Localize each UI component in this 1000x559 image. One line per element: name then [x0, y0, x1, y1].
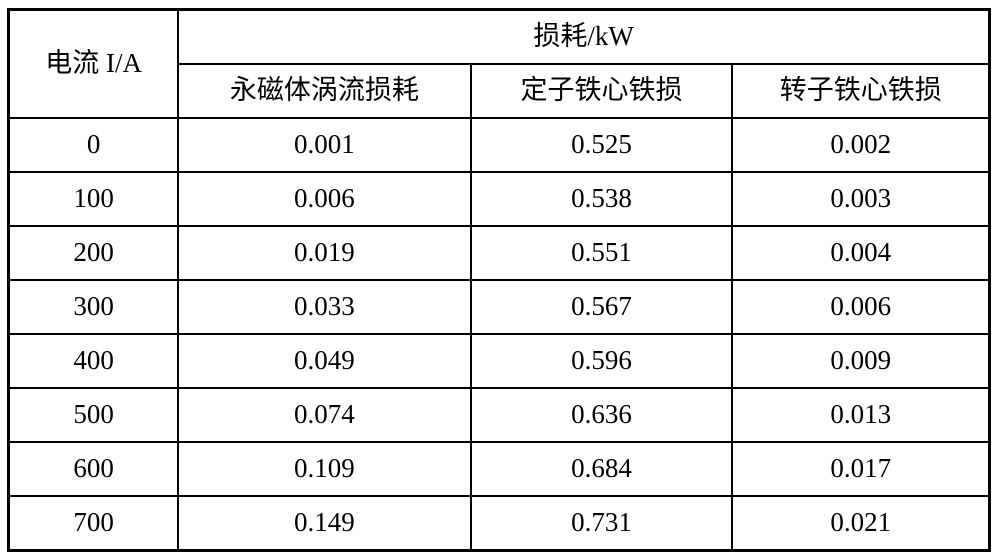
loss-value-cell: 0.684	[469, 441, 734, 498]
loss-value-cell: 0.001	[177, 116, 472, 173]
header-row-group: 电流 I/A 损耗/kW	[7, 8, 992, 119]
loss-value-cell: 0.017	[731, 441, 992, 498]
loss-value-cell: 0.021	[731, 495, 992, 553]
loss-table-body: 0 0.001 0.525 0.002 100 0.006 0.538 0.003 200 0.0…	[7, 116, 992, 553]
current-cell: 300	[7, 278, 180, 336]
table-row: 100 0.006 0.538 0.003	[7, 170, 992, 227]
loss-value-cell: 0.074	[177, 387, 472, 444]
loss-value-cell: 0.636	[469, 387, 734, 444]
loss-value-cell: 0.033	[177, 278, 472, 336]
table-row: 200 0.019 0.551 0.004	[7, 224, 992, 281]
table-row: 400 0.049 0.596 0.009	[7, 332, 992, 390]
current-cell: 100	[7, 170, 180, 227]
loss-table: 电流 I/A 损耗/kW 永磁体涡流损耗 定子铁心铁损 转子铁心铁损 0 0.00…	[7, 8, 992, 553]
loss-value-cell: 0.004	[731, 224, 992, 281]
current-cell: 0	[7, 116, 180, 173]
table-row: 300 0.033 0.567 0.006	[7, 278, 992, 336]
loss-value-cell: 0.006	[731, 278, 992, 336]
loss-value-cell: 0.003	[731, 170, 992, 227]
loss-value-cell: 0.596	[469, 332, 734, 390]
loss-value-cell: 0.013	[731, 387, 992, 444]
column-header-stator-iron-loss: 定子铁心铁损	[469, 62, 734, 119]
current-cell: 600	[7, 441, 180, 498]
loss-table-header: 电流 I/A 损耗/kW 永磁体涡流损耗 定子铁心铁损 转子铁心铁损	[7, 8, 992, 119]
loss-value-cell: 0.731	[469, 495, 734, 553]
table-row: 600 0.109 0.684 0.017	[7, 441, 992, 498]
current-cell: 700	[7, 495, 180, 553]
current-cell: 400	[7, 332, 180, 390]
table-row: 0 0.001 0.525 0.002	[7, 116, 992, 173]
current-cell: 200	[7, 224, 180, 281]
loss-value-cell: 0.009	[731, 332, 992, 390]
loss-value-cell: 0.149	[177, 495, 472, 553]
current-cell: 500	[7, 387, 180, 444]
column-header-magnet-eddy-loss: 永磁体涡流损耗	[177, 62, 472, 119]
column-header-rotor-iron-loss: 转子铁心铁损	[731, 62, 992, 119]
header-row-sub: 永磁体涡流损耗 定子铁心铁损 转子铁心铁损	[9, 62, 992, 119]
loss-value-cell: 0.109	[177, 441, 472, 498]
loss-value-cell: 0.049	[177, 332, 472, 390]
loss-value-cell: 0.006	[177, 170, 472, 227]
loss-value-cell: 0.567	[469, 278, 734, 336]
table-row: 700 0.149 0.731 0.021	[7, 495, 992, 553]
loss-group-header: 损耗/kW	[177, 8, 992, 65]
loss-value-cell: 0.538	[469, 170, 734, 227]
table-row: 500 0.074 0.636 0.013	[7, 387, 992, 444]
loss-value-cell: 0.525	[469, 116, 734, 173]
loss-value-cell: 0.019	[177, 224, 472, 281]
current-column-header: 电流 I/A	[7, 8, 180, 119]
loss-value-cell: 0.002	[731, 116, 992, 173]
loss-value-cell: 0.551	[469, 224, 734, 281]
